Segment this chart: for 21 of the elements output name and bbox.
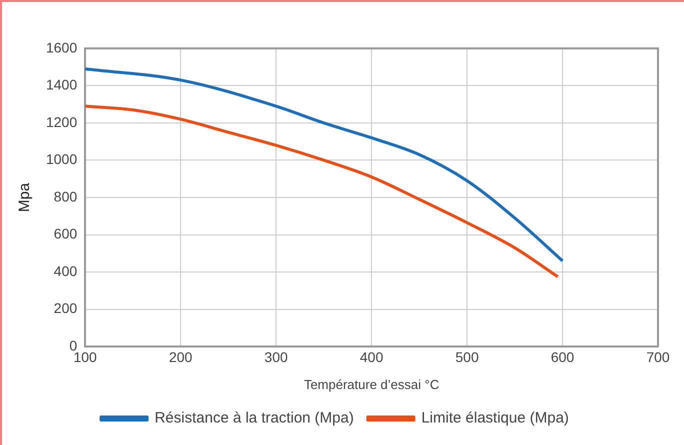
y-tick-label: 0 — [69, 337, 78, 354]
x-tick-label: 700 — [646, 348, 670, 365]
y-axis-title: Mpa — [16, 182, 34, 212]
x-tick-label: 200 — [168, 348, 193, 365]
y-tick-label: 800 — [54, 188, 78, 204]
line-series — [85, 67, 564, 262]
x-tick-label: 300 — [264, 348, 288, 365]
y-tick-label: 600 — [54, 226, 78, 242]
y-tick-label: 1600 — [46, 39, 78, 56]
y-tick-label: 400 — [54, 262, 78, 279]
y-tick-label: 200 — [54, 300, 78, 316]
legend-label: Résistance à la traction (Mpa) — [154, 410, 354, 427]
y-tick-label: 1200 — [46, 114, 78, 130]
x-tick-label: 600 — [550, 348, 574, 365]
x-tick-label: 400 — [360, 348, 384, 365]
x-tick-label: 500 — [455, 348, 479, 365]
y-tick-label: 1400 — [46, 76, 78, 93]
line-series — [85, 104, 560, 278]
legend-label: Limite élastique (Mpa) — [421, 410, 569, 427]
x-axis-title: Température d’essai °C — [304, 376, 440, 392]
y-tick-label: 1000 — [46, 151, 78, 168]
